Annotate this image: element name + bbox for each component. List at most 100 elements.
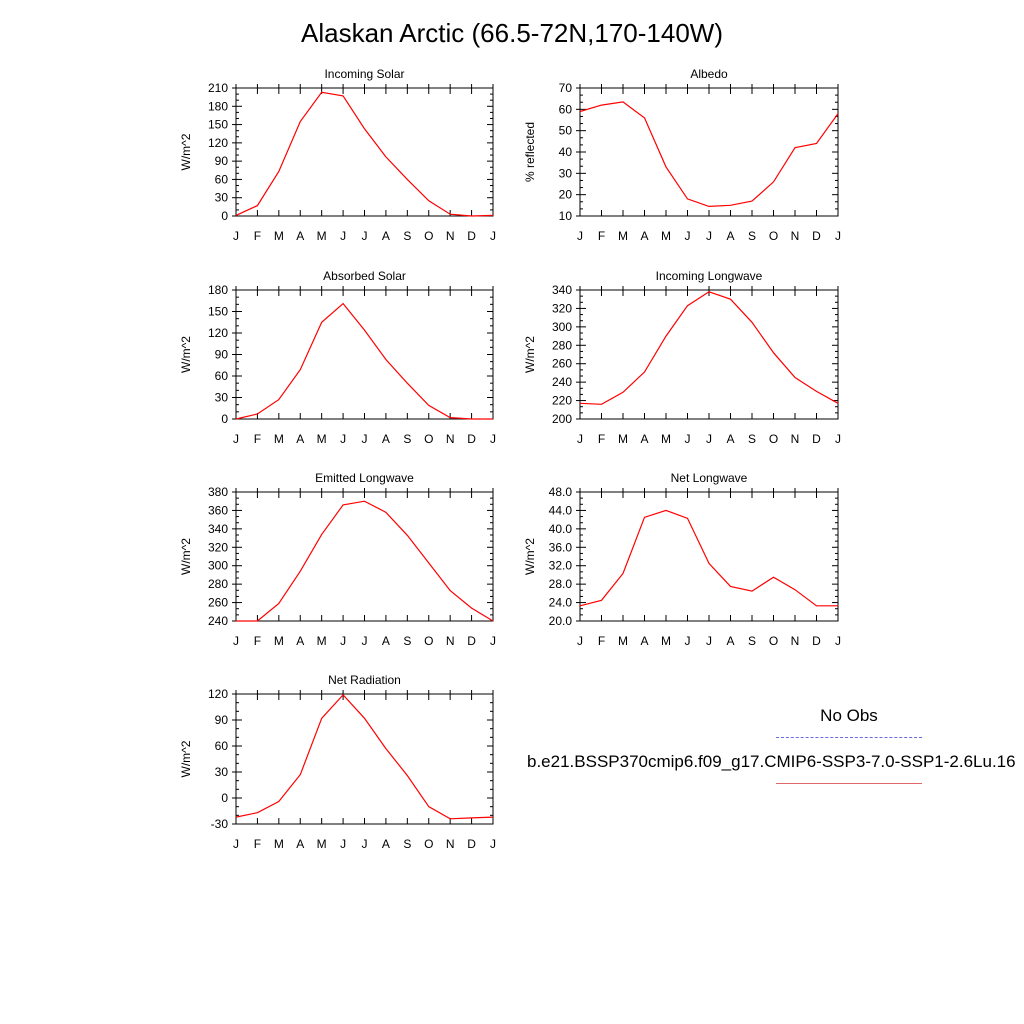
y-tick-label: -30 (211, 817, 229, 831)
x-tick-label: A (382, 634, 390, 648)
y-tick-label: 260 (208, 596, 228, 610)
panel-title: Emitted Longwave (315, 471, 414, 485)
x-tick-label: S (748, 229, 756, 243)
y-tick-label: 320 (208, 540, 228, 554)
x-tick-label: O (769, 634, 778, 648)
x-tick-label: M (618, 634, 628, 648)
x-tick-label: S (748, 432, 756, 446)
x-tick-label: D (467, 229, 476, 243)
y-tick-label: 40 (559, 145, 573, 159)
x-tick-label: J (577, 229, 583, 243)
x-tick-label: J (577, 432, 583, 446)
x-tick-label: S (403, 432, 411, 446)
x-tick-label: F (598, 229, 605, 243)
y-tick-label: 60 (215, 172, 229, 186)
x-tick-label: J (706, 634, 712, 648)
x-tick-label: A (296, 229, 304, 243)
y-tick-label: 30 (215, 765, 229, 779)
x-tick-label: D (467, 837, 476, 851)
x-tick-label: D (467, 432, 476, 446)
x-tick-label: N (791, 432, 800, 446)
series-line (235, 694, 494, 820)
x-tick-label: O (424, 432, 433, 446)
series-line (235, 91, 494, 217)
x-tick-label: O (769, 229, 778, 243)
y-tick-label: 30 (559, 166, 573, 180)
x-tick-label: D (812, 432, 821, 446)
x-tick-label: M (661, 634, 671, 648)
x-tick-label: M (274, 229, 284, 243)
y-tick-label: 150 (208, 305, 228, 319)
panel-title: Net Longwave (671, 471, 748, 485)
plot-frame (579, 491, 839, 622)
x-tick-label: F (254, 229, 261, 243)
x-tick-label: J (340, 634, 346, 648)
x-tick-label: O (424, 837, 433, 851)
x-tick-label: M (618, 229, 628, 243)
plot-frame (235, 693, 494, 825)
y-tick-label: 24.0 (549, 596, 573, 610)
y-tick-label: 44.0 (549, 503, 573, 517)
y-tick-label: 120 (208, 326, 228, 340)
legend-obs-line (776, 737, 922, 738)
y-tick-label: 0 (221, 209, 228, 223)
plot-frame (235, 491, 494, 622)
y-tick-label: 48.0 (549, 485, 573, 499)
panel-title: Incoming Longwave (656, 269, 763, 283)
y-tick-label: 0 (221, 412, 228, 426)
x-tick-label: J (490, 634, 496, 648)
series-line (579, 509, 838, 607)
y-tick-label: 50 (559, 124, 573, 138)
x-tick-label: J (362, 837, 368, 851)
y-tick-label: 36.0 (549, 540, 573, 554)
x-tick-label: A (640, 634, 648, 648)
panel-title: Absorbed Solar (323, 269, 406, 283)
y-tick-label: 10 (559, 209, 573, 223)
x-tick-label: A (296, 634, 304, 648)
y-tick-label: 70 (559, 81, 573, 95)
y-tick-label: 320 (552, 301, 572, 315)
y-tick-label: 0 (221, 791, 228, 805)
y-tick-label: 240 (552, 375, 572, 389)
x-tick-label: M (274, 432, 284, 446)
series-line (579, 101, 839, 208)
x-tick-label: S (403, 634, 411, 648)
x-tick-label: M (317, 837, 327, 851)
series-line (579, 291, 839, 405)
y-tick-label: 300 (208, 559, 228, 573)
y-tick-label: 240 (208, 614, 228, 628)
y-axis-label: W/m^2 (523, 336, 537, 373)
x-tick-label: M (661, 432, 671, 446)
y-tick-label: 260 (552, 357, 572, 371)
y-tick-label: 28.0 (549, 577, 573, 591)
legend-obs-label: No Obs (820, 706, 878, 725)
y-axis-label: W/m^2 (179, 336, 193, 373)
x-tick-label: A (640, 432, 648, 446)
y-tick-label: 220 (552, 394, 572, 408)
x-tick-label: A (382, 229, 390, 243)
x-tick-label: A (382, 837, 390, 851)
x-tick-label: M (618, 432, 628, 446)
x-tick-label: F (254, 634, 261, 648)
chart-panel: Net Longwave W/m^2 20.0 24.0 28.0 32.0 36.0 40.… (523, 471, 841, 648)
y-axis-label: W/m^2 (179, 538, 193, 575)
chart-panel: Incoming Solar W/m^2 0 30 60 90 120 150 180 210 J F… (179, 67, 496, 243)
x-tick-label: O (424, 229, 433, 243)
x-tick-label: N (446, 837, 455, 851)
y-tick-label: 210 (208, 81, 228, 95)
y-tick-label: 60 (559, 102, 573, 116)
panel-title: Incoming Solar (324, 67, 404, 81)
x-tick-label: N (446, 634, 455, 648)
y-axis-label: % reflected (523, 122, 537, 182)
y-tick-label: 32.0 (549, 559, 573, 573)
x-tick-label: J (685, 634, 691, 648)
y-axis-label: W/m^2 (523, 538, 537, 575)
legend-model-label: b.e21.BSSP370cmip6.f09_g17.CMIP6-SSP3-7.… (527, 752, 1016, 771)
y-tick-label: 340 (552, 283, 572, 297)
x-tick-label: A (726, 432, 734, 446)
y-tick-label: 120 (208, 687, 228, 701)
x-tick-label: J (835, 634, 841, 648)
x-tick-label: M (317, 432, 327, 446)
